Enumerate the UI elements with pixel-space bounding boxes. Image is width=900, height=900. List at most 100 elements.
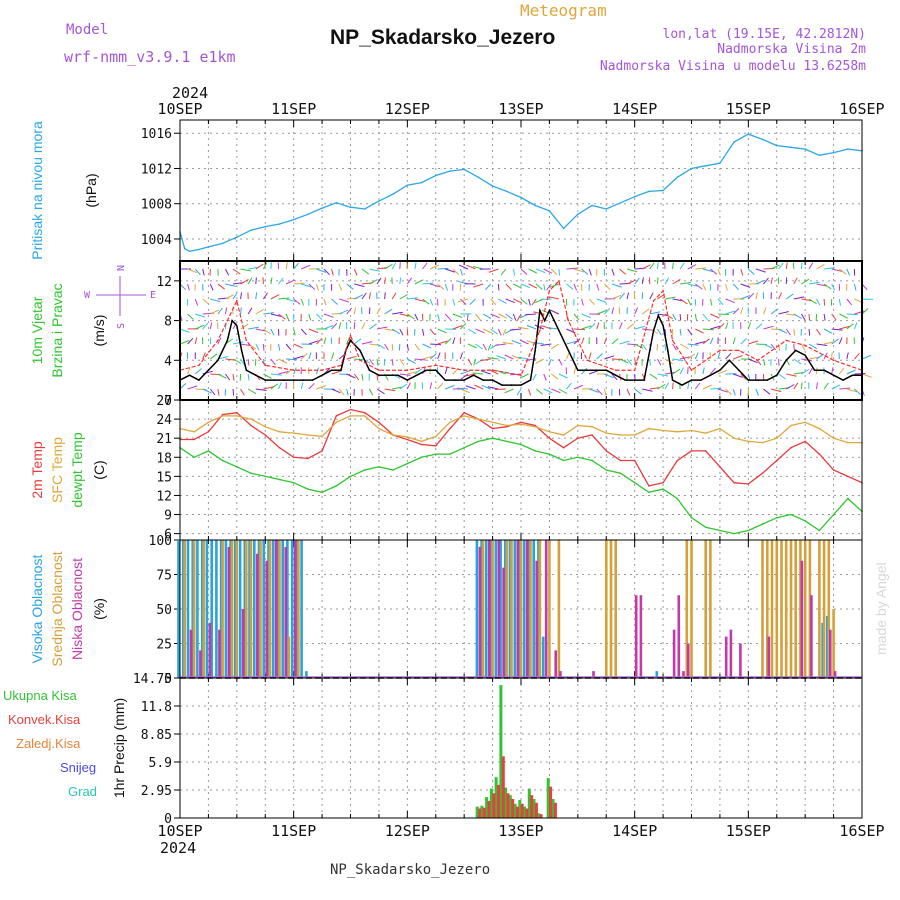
point-pritisak [207,246,210,248]
wind-arrow [225,294,234,300]
bar-srednja-oblacnost [704,540,707,678]
wind-arrow [823,298,826,306]
point-pritisak [733,141,735,143]
point-sfc-temp [733,437,735,440]
point-dewpt-temp [818,529,821,532]
bar-visoka-oblacnost [532,540,535,678]
bar-konvek-kisa [482,807,486,818]
bar-ukupna-kisa [475,806,479,818]
wind-arrow [710,313,720,319]
bar-visoka-oblacnost [177,540,180,678]
wind-arrow [770,388,782,393]
wind-arrow [664,277,670,285]
wind-arrow [465,373,476,377]
wind-arrow [634,277,640,285]
point-2m-temp [363,411,366,414]
panel-wind: 0 4 8 12 10m Vjetar Brzina i Pravac (m/s) [29,260,874,409]
wind-arrow [702,338,710,345]
point-pritisak [761,138,764,141]
wind-arrow [763,325,774,330]
wind-arrow [301,264,311,270]
wind-arrow [785,293,794,300]
wind-arrow [406,328,409,336]
wind-arrow [467,313,469,321]
wind-arrow [354,283,365,288]
wind-arrow [422,355,433,360]
wind-arrow [285,298,297,303]
wind-arrow [445,268,456,273]
wind-arrow [512,313,517,321]
wind-arrow [838,298,841,306]
wind-arrow [566,382,572,390]
year-bottom: 2024 [160,839,196,857]
point-dewpt-temp [648,491,650,494]
wind-arrow [195,324,205,330]
wind-arrow [566,352,570,360]
wind-arrow [323,337,327,345]
point-2m-temp [491,427,494,430]
wind-arrow [399,358,405,366]
wind-arrow [520,268,528,275]
point-sfc-temp [776,437,778,440]
wind-arrow [308,352,312,360]
bar-srednja-oblacnost [770,540,774,678]
point-dewpt-temp [406,462,409,465]
bar-visoka-oblacnost [300,540,303,678]
wind-arrow [548,358,552,366]
wind-arrow [467,358,473,366]
wind-arrow [634,307,639,315]
wind-arrow [376,307,381,315]
bar-srednja-oblacnost [818,540,821,678]
wind-arrow [376,277,382,285]
point-2m-temp [676,459,679,462]
wind-arrow [823,313,826,321]
wind-arrow [263,312,275,315]
point-2m-temp [307,457,309,460]
wind-arrow [831,367,834,375]
wind-arrow [687,283,699,287]
wind-arrow [679,313,682,321]
wind-arrow [763,307,767,315]
year-top: 2024 [172,84,208,102]
wind-arrow [573,268,585,273]
wind-arrow [596,353,603,360]
wind-arrow [429,353,437,360]
wind-arrow [725,388,732,395]
bar-visoka-oblacnost [305,671,308,678]
wind-arrow [346,283,354,290]
wind-arrow [740,307,744,315]
bar-niska-oblacnost [478,546,482,678]
wind-arrow [368,358,375,366]
wind-arrow [422,328,425,336]
wind-arrow [733,373,743,378]
wind-arrow [361,268,370,275]
wind-arrow [255,277,257,285]
wind-arrow [619,322,623,330]
wind-arrow [672,298,684,302]
point-dewpt-temp [236,466,238,468]
point-pritisak [335,202,338,204]
bar-srednja-oblacnost [183,540,186,678]
bar-srednja-oblacnost [297,540,300,678]
wind-arrow [194,368,202,375]
wind-arrow [549,283,560,288]
point-sfc-temp [790,424,792,427]
point-2m-temp [619,459,622,462]
wind-arrow [361,373,364,381]
point-dewpt-temp [790,513,792,516]
wind-arrow [649,292,654,300]
bar-srednja-oblacnost [789,540,793,678]
bar-visoka-oblacnost [513,540,517,678]
wind-arrow [263,386,274,390]
bar-konvek-kisa [478,808,482,818]
bar-srednja-oblacnost [202,540,205,678]
y-tick-label: 1008 [141,198,172,213]
x-tick-label-top: 10SEP [157,100,202,118]
wind-arrow [202,388,212,394]
bar-niska-oblacnost [739,643,742,678]
compass-west: W [84,290,91,301]
wind-arrow [626,268,638,273]
wind-arrow [531,298,537,306]
meteogram-label: Meteogram [520,1,607,20]
wind-arrow [323,298,327,306]
